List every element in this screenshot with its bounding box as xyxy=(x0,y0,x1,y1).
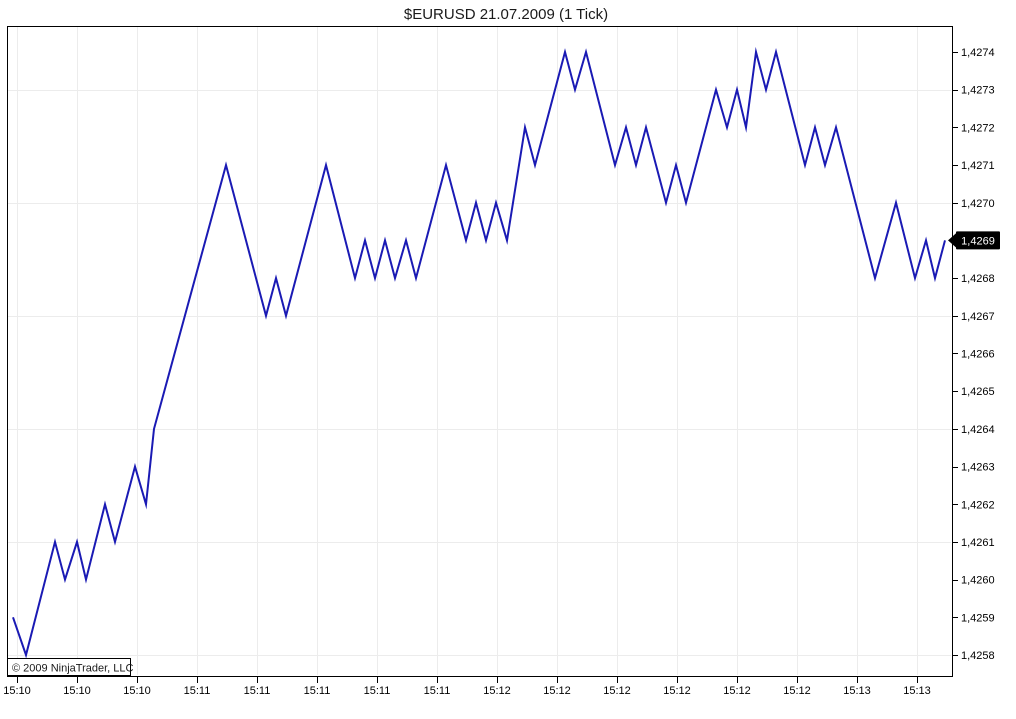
price-tick-label: 1,4259 xyxy=(961,612,995,624)
time-tick-label: 15:12 xyxy=(543,685,571,697)
price-tick-label: 1,4262 xyxy=(961,499,995,511)
copyright-label: © 2009 NinjaTrader, LLC xyxy=(12,663,133,675)
price-tick-label: 1,4266 xyxy=(961,349,995,361)
time-tick-label: 15:11 xyxy=(424,685,451,697)
badge-arrow xyxy=(948,232,957,249)
time-tick-label: 15:12 xyxy=(483,685,511,697)
price-tick-label: 1,4274 xyxy=(961,47,995,59)
plot-border xyxy=(7,26,953,677)
time-tick-label: 15:12 xyxy=(783,685,811,697)
time-tick-label: 15:10 xyxy=(123,685,151,697)
chart-title: $EURUSD 21.07.2009 (1 Tick) xyxy=(404,6,608,23)
time-tick-label: 15:11 xyxy=(244,685,271,697)
time-tick-label: 15:12 xyxy=(723,685,751,697)
plot-layer: 1,4274 1,4273 1,4272 1,4271 1,4270 1,4269 1,42… xyxy=(3,26,1000,697)
plot-area[interactable] xyxy=(7,26,953,677)
price-tick-label: 1,4258 xyxy=(961,650,995,662)
price-tick-label: 1,4268 xyxy=(961,273,995,285)
price-tick-label: 1,4260 xyxy=(961,575,995,587)
price-tick-label: 1,4273 xyxy=(961,85,995,97)
time-tick-label: 15:12 xyxy=(603,685,631,697)
price-tick-label: 1,4272 xyxy=(961,122,995,134)
price-tick-label: 1,4267 xyxy=(961,311,995,323)
time-axis[interactable]: 15:10 15:10 15:10 15:11 15:11 15:11 15:11 15:11… xyxy=(3,677,931,697)
time-tick-label: 15:11 xyxy=(304,685,331,697)
time-tick-label: 15:11 xyxy=(364,685,391,697)
price-line xyxy=(12,46,946,659)
price-tick-label: 1,4265 xyxy=(961,386,995,398)
price-tick-label: 1,4271 xyxy=(961,160,995,172)
price-tick-label: 1,4263 xyxy=(961,462,995,474)
badge-label: 1,4269 xyxy=(961,235,995,247)
time-tick-label: 15:13 xyxy=(843,685,871,697)
time-tick-label: 15:10 xyxy=(3,685,31,697)
price-axis[interactable]: 1,4274 1,4273 1,4272 1,4271 1,4270 1,4269 1,42… xyxy=(952,47,995,662)
last-price-badge: 1,4269 xyxy=(948,231,1000,250)
time-tick-label: 15:13 xyxy=(903,685,931,697)
time-tick-label: 15:11 xyxy=(184,685,211,697)
badge-body xyxy=(956,231,1000,250)
price-tick-label: 1,4270 xyxy=(961,198,995,210)
copyright-box xyxy=(7,658,131,676)
price-tick-label: 1,4261 xyxy=(961,537,995,549)
time-tick-label: 15:10 xyxy=(63,685,91,697)
time-tick-label: 15:12 xyxy=(663,685,691,697)
gridlines xyxy=(8,27,951,675)
price-tick-label: 1,4264 xyxy=(961,424,995,436)
copyright: © 2009 NinjaTrader, LLC xyxy=(7,658,133,676)
